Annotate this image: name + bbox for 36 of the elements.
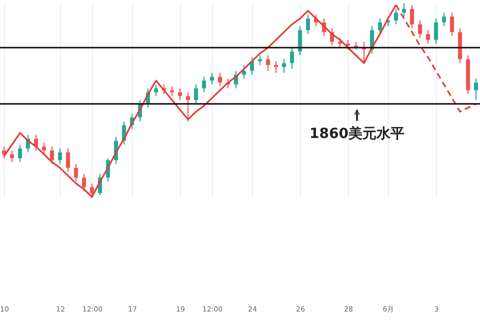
candlestick bbox=[154, 84, 158, 97]
candlestick bbox=[282, 58, 286, 74]
candlestick bbox=[90, 182, 94, 198]
candlestick bbox=[274, 60, 278, 74]
candlestick bbox=[290, 47, 294, 70]
candlestick bbox=[402, 2, 406, 18]
candlestick bbox=[450, 12, 454, 36]
candlestick bbox=[18, 144, 22, 163]
candlestick bbox=[378, 18, 382, 35]
candlestick bbox=[410, 4, 414, 29]
candlestick bbox=[394, 8, 398, 25]
candlestick bbox=[74, 164, 78, 182]
ref-line-label: 1860美元水平 bbox=[310, 124, 404, 142]
candlestick bbox=[346, 39, 350, 50]
candlestick bbox=[186, 92, 190, 122]
candlestick bbox=[58, 148, 62, 165]
candlestick bbox=[418, 20, 422, 38]
candlestick bbox=[42, 142, 46, 155]
candlestick bbox=[218, 72, 222, 87]
candlestick bbox=[194, 84, 198, 104]
candlestick bbox=[210, 72, 214, 85]
candlestick bbox=[178, 88, 182, 100]
candlestick bbox=[306, 14, 310, 35]
candlestick bbox=[66, 148, 70, 172]
candlestick bbox=[426, 30, 430, 44]
candlestick bbox=[10, 150, 14, 163]
candlestick bbox=[202, 76, 206, 93]
candlestick bbox=[50, 146, 54, 165]
candlestick bbox=[266, 54, 270, 72]
candlestick bbox=[242, 64, 246, 80]
candlestick bbox=[442, 12, 446, 27]
candlestick bbox=[298, 26, 302, 56]
candlestick bbox=[474, 78, 478, 100]
candlestick bbox=[250, 56, 254, 76]
candlestick bbox=[434, 18, 438, 44]
candlestick bbox=[82, 173, 86, 192]
